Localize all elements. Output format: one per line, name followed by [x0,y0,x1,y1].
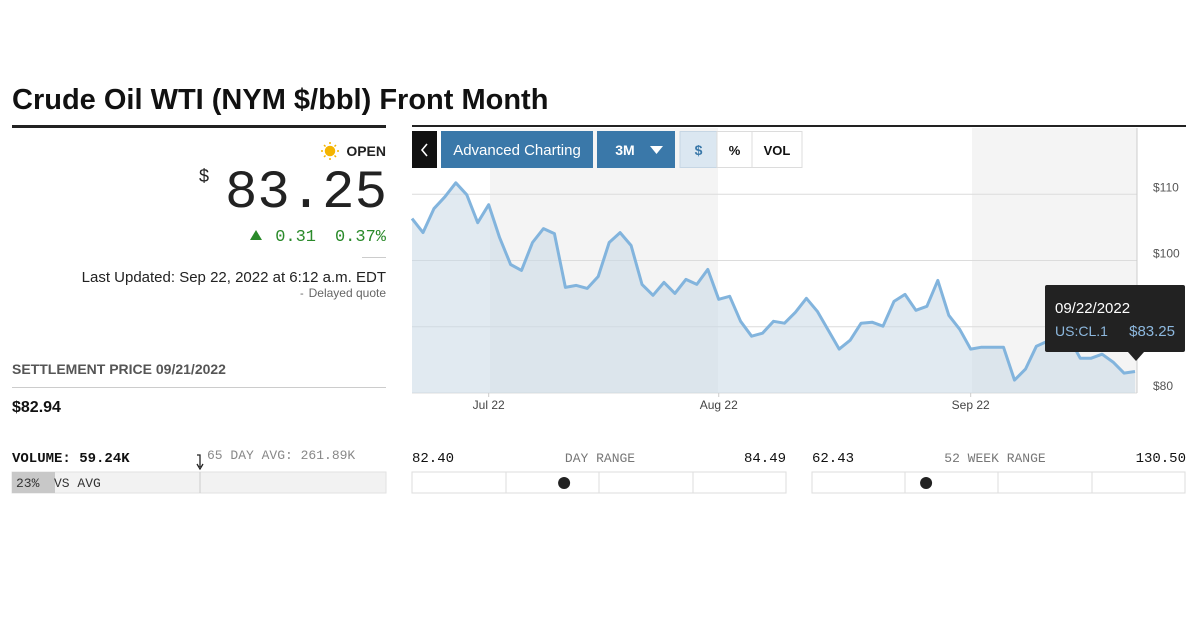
advanced-charting-label: Advanced Charting [453,142,581,159]
x-tick-label: Aug 22 [700,398,738,412]
period-label: 3M [615,142,634,158]
week52-range: 62.43 52 WEEK RANGE 130.50 [811,451,1186,494]
tooltip-pointer [1128,352,1144,361]
price-area [412,182,1135,393]
volume: VOLUME: 59.24K [12,451,130,467]
y-tick-label: $100 [1153,247,1180,261]
divider [362,257,386,258]
range-dot [558,477,571,489]
volume-fill [12,472,55,493]
mode-label: $ [695,142,703,158]
mode-button[interactable] [716,131,753,168]
tooltip-price: $83.25 [1129,323,1175,340]
price: 83.25 [225,163,387,224]
delayed-quote: Delayed quote [309,286,387,300]
price-line [410,181,1136,382]
tooltip-symbol: US:CL.1 [1055,323,1108,339]
range-high: 84.49 [744,451,786,467]
volume-percent-label: VS AVG [54,476,101,491]
title-rule [12,125,386,128]
y-tick-label: $110 [1153,180,1179,194]
average-arrow [196,454,204,471]
currency-symbol: $ [199,166,209,186]
settlement-label: SETTLEMENT PRICE 09/21/2022 [12,361,226,377]
mode-label: % [729,143,741,158]
tooltip: 09/22/2022 US:CL.1 $83.25 [1045,285,1185,361]
back-button[interactable] [412,131,437,168]
up-arrow [250,230,262,240]
x-tick-label: Jul 22 [473,398,505,412]
range-dot [920,477,933,489]
divider [12,387,386,388]
dash: - [300,288,304,300]
tooltip-date: 09/22/2022 [1055,300,1130,317]
dropdown-icon [650,146,663,154]
price-change-percent: 0.37% [335,228,387,247]
range-low: 82.40 [412,451,454,467]
page-title: Crude Oil WTI (NYM $/bbl) Front Month [12,84,548,116]
toolbar: Advanced Charting 3M $ % VOL [412,131,803,168]
volume-percent: 23% [16,476,40,491]
advanced-charting-button[interactable] [441,131,593,168]
mode-label: VOL [764,143,791,158]
mode-button[interactable] [751,131,803,168]
day-range: 82.40 DAY RANGE 84.49 [411,451,787,494]
back-icon [420,143,428,157]
chart-rule [412,125,1186,127]
settlement-value: $82.94 [12,399,61,416]
sun-icon [321,142,339,160]
range-low: 62.43 [812,451,854,467]
range-label: DAY RANGE [565,451,635,466]
volume-average: 65 DAY AVG: 261.89K [207,448,355,463]
price-change: 0.31 [275,228,316,247]
tooltip-box [1045,285,1185,352]
y-tick-label: $80 [1153,379,1173,393]
last-updated: Last Updated: Sep 22, 2022 at 6:12 a.m. … [82,269,386,286]
market-status: OPEN [346,143,386,159]
x-tick-label: Sep 22 [952,398,990,412]
range-label: 52 WEEK RANGE [944,451,1046,466]
period-button[interactable] [597,131,675,168]
range-high: 130.50 [1136,451,1186,467]
